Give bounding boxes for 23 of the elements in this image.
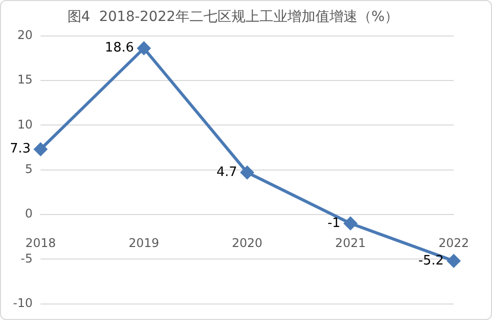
data-label: 4.7 — [216, 164, 238, 180]
point — [344, 216, 357, 230]
y-tick-label: 20 — [17, 28, 33, 42]
data-label: -1 — [327, 216, 340, 231]
chart-title: 图4 2018-2022年二七区规上工业增加值增速（%） — [67, 9, 399, 26]
y-tick-label: 5 — [24, 162, 33, 176]
x-tick-label: 2018 — [25, 236, 56, 250]
x-tick-label: 2022 — [438, 236, 470, 250]
point — [240, 166, 254, 179]
y-tick-label: 10 — [17, 117, 33, 132]
y-tick-label: 15 — [17, 72, 33, 87]
y-tick-label: -10 — [12, 296, 33, 310]
x-tick-label: 2021 — [335, 236, 366, 250]
point — [447, 254, 460, 268]
data-label: 7.3 — [10, 142, 31, 157]
y-tick-label: -5 — [20, 251, 33, 266]
point — [137, 42, 150, 55]
x-tick-label: 2020 — [232, 236, 262, 250]
data-label: 18.6 — [104, 40, 134, 56]
y-tick-label: 0 — [24, 206, 33, 221]
data-label: -5.2 — [418, 253, 444, 268]
point — [34, 142, 48, 156]
x-tick-label: 2019 — [128, 236, 160, 250]
